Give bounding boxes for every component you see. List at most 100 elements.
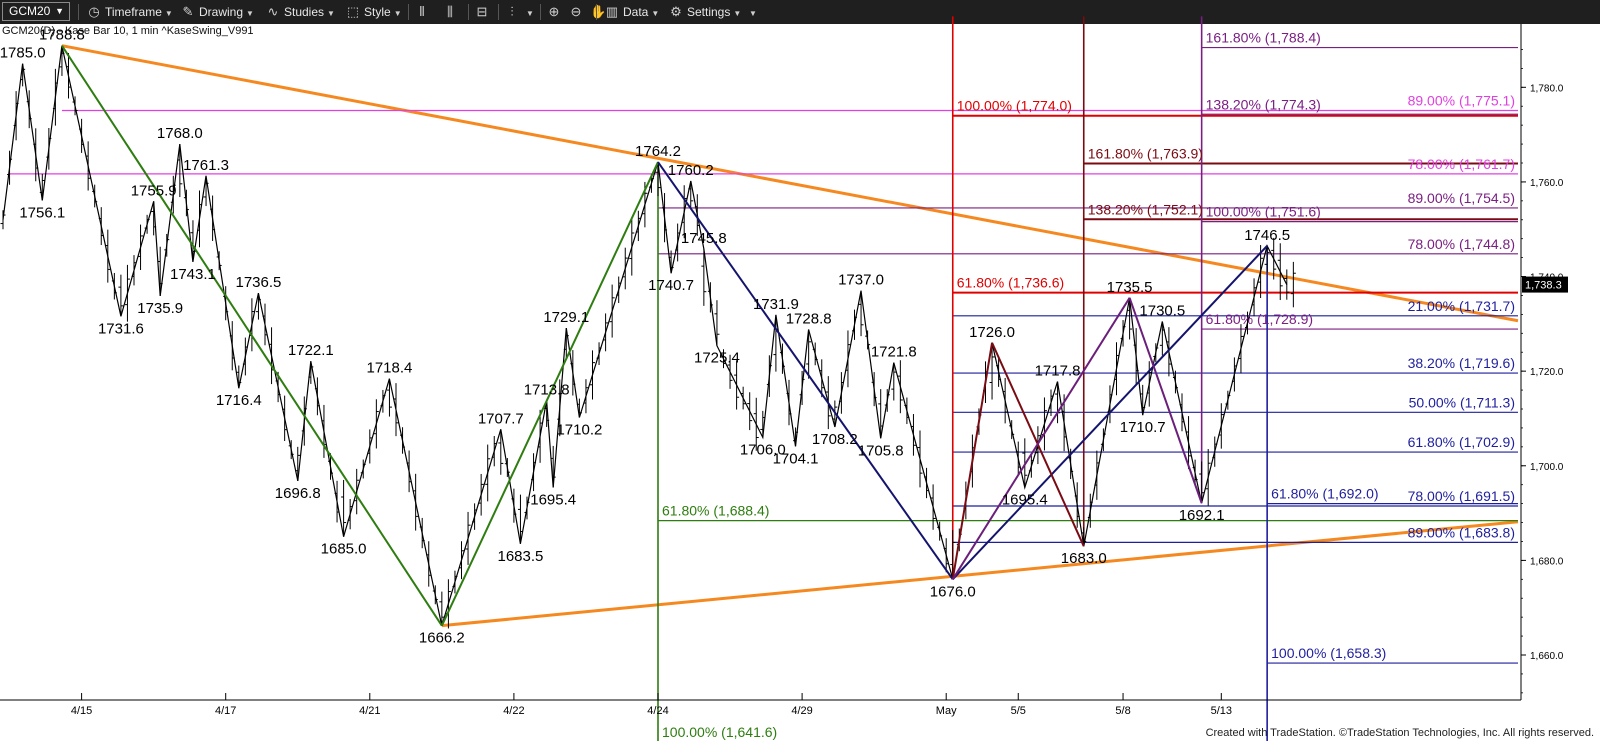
swing-leg (952, 245, 1268, 580)
date-axis-label: 4/24 (647, 705, 668, 717)
swing-label: 1740.7 (648, 277, 694, 294)
hand-icon: ✋ (590, 4, 607, 19)
swing-label: 1710.7 (1120, 419, 1166, 436)
date-axis-label: May (936, 705, 957, 717)
swing-label: 1685.0 (321, 541, 367, 558)
symbol-text: GCM20 (9, 4, 51, 18)
symbol-selector[interactable]: GCM20 ▼ (2, 2, 70, 21)
more-button[interactable]: ▼ (746, 0, 757, 24)
copyright-footer: Created with TradeStation. ©TradeStation… (1205, 727, 1594, 739)
swing-label: 1710.2 (556, 422, 602, 439)
zoom-in-button[interactable]: ⊕ (546, 0, 565, 24)
toolbar-divider (468, 4, 469, 20)
bar-spacing-icon: ⫴ (419, 4, 425, 19)
swing-label: 1692.1 (1179, 507, 1225, 524)
swing-label: 1768.0 (157, 125, 203, 142)
pencil-icon: ✎ (182, 4, 194, 19)
swing-label: 1731.6 (98, 320, 144, 337)
swing-leg (951, 297, 1131, 580)
swing-label: 1706.0 (740, 441, 786, 458)
date-axis-label: 4/29 (791, 705, 812, 717)
swing-label: 1718.4 (367, 360, 413, 377)
swing-label: 1725.4 (694, 350, 740, 367)
drawing-label: Drawing (199, 5, 244, 19)
swing-label: 1704.1 (773, 450, 819, 467)
swing-label: 1736.5 (236, 274, 282, 291)
date-axis-label: 5/13 (1211, 705, 1232, 717)
swing-label: 1788.8 (39, 27, 85, 44)
clock-icon: ◷ (88, 4, 100, 19)
studies-menu[interactable]: ∿ Studies ▼ (265, 0, 335, 24)
swing-label: 1760.2 (668, 162, 714, 179)
price-axis-label: 1,780.0 (1530, 83, 1564, 94)
fib-level-label: 161.80% (1,788.4) (1206, 30, 1321, 46)
layout-icon: ⊟ (476, 4, 488, 19)
timeframe-menu[interactable]: ◷ Timeframe ▼ (86, 0, 173, 24)
swing-labels: 1785.0 1756.1 1788.8 1731.6 1755.9 1735.9 1768… (0, 27, 1290, 647)
fib-level-label: 161.80% (1,763.9) (1088, 145, 1203, 161)
bar-chart-icon: ⫶ (510, 4, 514, 19)
price-axis-label: 1,660.0 (1530, 651, 1564, 662)
price-axis-label: 1,720.0 (1530, 367, 1564, 378)
swing-leg (440, 161, 659, 627)
date-axis: 4/15 4/17 4/21 4/22 4/24 4/29 May 5/5 5/8 5/13 (0, 693, 1521, 717)
style-menu[interactable]: ⬚ Style ▼ (345, 0, 402, 24)
swing-label: 1695.4 (530, 492, 576, 509)
swing-label: 1683.0 (1061, 550, 1107, 567)
swing-leg (1128, 297, 1203, 504)
date-axis-label: 5/5 (1011, 705, 1026, 717)
bar-compress-icon: ⫼ (447, 4, 453, 19)
swing-label: 1737.0 (838, 272, 884, 289)
zoom-out-button[interactable]: ⊖ (568, 0, 587, 24)
zoom-in-icon: ⊕ (548, 4, 560, 19)
settings-label: Settings (687, 5, 731, 19)
pan-button[interactable]: ✋ (590, 0, 609, 24)
swing-label: 1683.5 (498, 548, 544, 565)
chart-type-button[interactable]: ⫶ ▼ (504, 0, 534, 24)
swing-label: 1730.5 (1139, 302, 1185, 319)
toolbar-divider (596, 4, 597, 20)
fib-level-label: 38.20% (1,719.6) (1408, 355, 1515, 371)
swing-label: 1676.0 (930, 583, 976, 600)
chart-layout-button[interactable]: ⊟ (474, 0, 493, 24)
date-axis-label: 4/21 (359, 705, 380, 717)
swing-label: 1755.9 (131, 182, 177, 199)
swing-label: 1735.5 (1107, 279, 1153, 296)
fib-level-label: 89.00% (1,775.1) (1408, 92, 1515, 108)
fib-level-label: 78.00% (1,691.5) (1408, 488, 1515, 504)
price-axis-label: 1,760.0 (1530, 178, 1564, 189)
toolbar-divider (498, 4, 499, 20)
swing-label: 1717.8 (1035, 363, 1081, 380)
price-axis: 1,660.01,680.01,700.01,720.01,740.01,760… (1520, 24, 1568, 700)
bar-compress-button[interactable]: ⫼ (442, 0, 461, 24)
fib-level-label: 89.00% (1,683.8) (1408, 524, 1515, 540)
swing-label: 1764.2 (635, 143, 681, 160)
style-label: Style (364, 5, 391, 19)
data-menu[interactable]: ▥ Data ▼ (604, 0, 659, 24)
swing-label: 1708.2 (812, 431, 858, 448)
fib-level-label: 78.00% (1,761.7) (1408, 156, 1515, 172)
chevron-down-icon: ▼ (55, 6, 64, 16)
swing-leg (657, 161, 954, 580)
fib-level-label: 61.80% (1,736.6) (957, 275, 1064, 291)
chevron-down-icon: ▼ (526, 9, 534, 18)
swing-label: 1729.1 (543, 309, 589, 326)
fib-verticals (657, 16, 1268, 741)
swing-label: 1743.1 (170, 266, 216, 283)
fib-level-label: 100.00% (1,751.6) (1206, 204, 1321, 220)
fib-level-label: 50.00% (1,711.3) (1409, 394, 1515, 410)
bar-spacing-button[interactable]: ⫴ (414, 0, 433, 24)
chevron-down-icon: ▼ (749, 9, 757, 18)
fib-level-label: 78.00% (1,744.8) (1408, 236, 1515, 252)
drawing-menu[interactable]: ✎ Drawing ▼ (180, 0, 254, 24)
swing-lines (2, 45, 1288, 627)
trendlines (61, 44, 1519, 628)
fib-level-label: 138.20% (1,752.1) (1088, 201, 1203, 217)
fib-level-label: 61.80% (1,688.4) (662, 503, 769, 519)
studies-icon: ∿ (267, 4, 279, 19)
date-axis-label: 4/17 (215, 705, 236, 717)
fib-level-label: 138.20% (1,774.3) (1206, 96, 1321, 112)
settings-menu[interactable]: ⚙ Settings ▼ (668, 0, 741, 24)
swing-label: 1707.7 (478, 410, 524, 427)
